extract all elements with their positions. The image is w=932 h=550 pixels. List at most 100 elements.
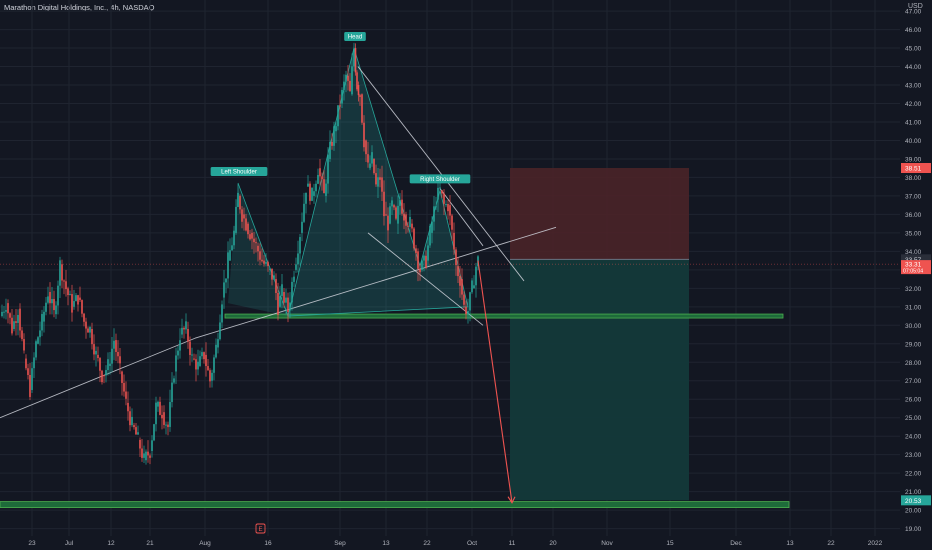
candle: [163, 405, 165, 429]
candle: [433, 196, 435, 231]
candle-body: [1, 311, 3, 317]
candle: [335, 122, 337, 144]
candle-body: [43, 311, 45, 322]
candle-body: [475, 266, 477, 286]
pattern-label-bg: [409, 174, 471, 184]
candle-body: [429, 225, 431, 246]
candle: [165, 421, 167, 435]
candle: [235, 199, 237, 235]
candle-body: [345, 74, 347, 82]
candle: [35, 339, 37, 361]
candle-body: [241, 209, 243, 222]
candle-body: [271, 268, 273, 280]
candle: [337, 105, 339, 131]
candle: [275, 273, 277, 301]
candle: [331, 133, 333, 150]
candle-body: [177, 350, 179, 356]
x-tick-label: Jul: [65, 540, 74, 547]
candle-body: [149, 455, 151, 458]
candle-body: [209, 370, 211, 382]
candle-body: [143, 453, 145, 458]
candle-body: [354, 48, 357, 73]
candle-body: [407, 225, 409, 227]
candle-body: [465, 306, 467, 315]
grid: [0, 0, 900, 536]
candle-body: [53, 299, 55, 311]
candle: [195, 354, 197, 382]
candle: [109, 352, 111, 375]
candle: [255, 237, 257, 253]
candle-body: [173, 378, 175, 383]
stop-price-tag: [901, 163, 931, 174]
candle-body: [229, 250, 231, 261]
y-tick-label: 32.00: [905, 286, 922, 293]
candle-body: [207, 366, 209, 371]
candle: [157, 400, 159, 412]
candle-body: [71, 294, 73, 313]
candle: [79, 286, 81, 302]
candle-body: [277, 293, 279, 315]
candle-body: [135, 427, 137, 435]
candle: [267, 260, 269, 272]
y-tick-label: 30.00: [905, 323, 922, 330]
candle-body: [437, 187, 439, 200]
candle-body: [341, 89, 343, 104]
candle: [353, 42, 355, 72]
candle-body: [275, 279, 277, 294]
candle-body: [433, 206, 435, 222]
candle-body: [403, 213, 405, 221]
candle: [311, 187, 313, 202]
candle-body: [379, 177, 381, 180]
candle: [205, 342, 207, 377]
candle: [423, 254, 425, 272]
candle-body: [197, 361, 199, 370]
candle: [65, 270, 67, 297]
candle-body: [351, 66, 353, 95]
candle: [463, 291, 465, 311]
candle: [285, 288, 287, 314]
candle-body: [313, 191, 315, 196]
candle-body: [237, 192, 239, 207]
candle: [153, 423, 155, 442]
x-tick-label: 20: [549, 540, 557, 547]
y-tick-label: 36.00: [905, 212, 922, 219]
candle: [313, 183, 315, 204]
candle-body: [101, 370, 103, 383]
x-tick-label: 22: [827, 540, 835, 547]
candle: [125, 381, 127, 406]
candle-body: [127, 402, 129, 412]
candle: [321, 172, 323, 191]
candle: [391, 196, 393, 215]
candle: [167, 421, 169, 436]
candle: [61, 259, 63, 289]
candle: [357, 81, 360, 102]
candle: [287, 292, 289, 323]
candle: [323, 170, 325, 194]
candle: [229, 238, 231, 261]
candle-body: [219, 322, 221, 340]
candle: [259, 243, 261, 266]
candle: [411, 219, 413, 233]
y-tick-label: 41.00: [905, 119, 922, 126]
x-tick-label: 2022: [868, 540, 883, 547]
candle: [215, 338, 217, 359]
candle: [143, 445, 145, 464]
candle-body: [151, 440, 153, 451]
y-tick-label: 39.00: [905, 156, 922, 163]
candle: [63, 279, 65, 295]
candle: [461, 268, 463, 301]
candle-body: [41, 314, 43, 331]
candle-body: [37, 337, 39, 344]
candle-body: [461, 279, 463, 295]
candle: [49, 282, 51, 315]
candle-body: [473, 285, 475, 289]
candle-body: [117, 351, 119, 357]
candle-body: [247, 223, 249, 235]
candle: [51, 287, 53, 315]
candle-body: [279, 296, 281, 307]
candle: [307, 175, 309, 187]
candle-body: [137, 432, 139, 435]
candle-body: [453, 232, 455, 250]
candle: [417, 248, 419, 282]
